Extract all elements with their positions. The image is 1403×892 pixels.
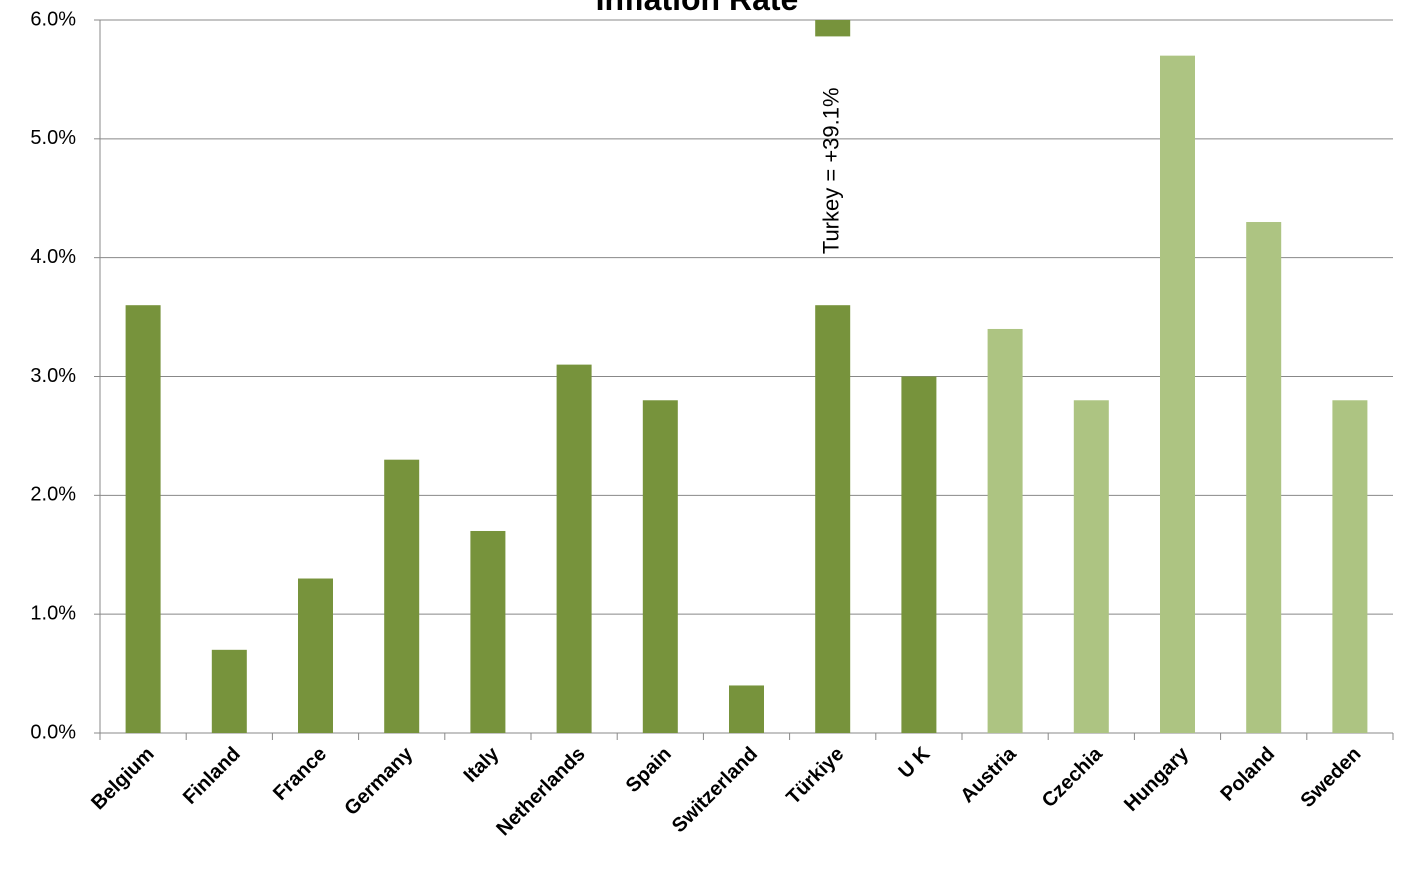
bar <box>1332 400 1368 733</box>
bar <box>384 459 420 733</box>
bar <box>901 376 937 733</box>
y-tick-label: 6.0% <box>30 8 76 30</box>
x-tick-label: France <box>269 743 331 805</box>
y-tick-label: 3.0% <box>30 365 76 387</box>
x-tick-label: Belgium <box>87 743 158 814</box>
x-tick-label: Germany <box>340 742 417 819</box>
x-tick-label: Czechia <box>1038 742 1108 812</box>
y-tick-label: 4.0% <box>30 246 76 268</box>
bar <box>987 328 1023 733</box>
bar <box>125 305 161 733</box>
x-tick-label: Poland <box>1217 743 1280 806</box>
y-tick-label: 0.0% <box>30 721 76 743</box>
bar <box>1160 55 1195 733</box>
bar <box>815 305 851 733</box>
bar <box>642 400 678 733</box>
x-tick-label: Netherlands <box>492 743 589 840</box>
x-tick-label: Spain <box>622 743 676 797</box>
x-tick-label: Switzerland <box>668 743 762 837</box>
x-tick-label: Italy <box>460 742 504 786</box>
y-tick-label: 1.0% <box>30 602 76 624</box>
bar <box>729 685 764 733</box>
bar <box>470 530 506 733</box>
bar <box>1246 222 1282 733</box>
bar <box>211 649 247 733</box>
bar <box>298 578 333 733</box>
bar <box>556 364 592 733</box>
y-tick-label: 5.0% <box>30 127 76 149</box>
bar-top <box>815 20 851 37</box>
bar <box>1073 400 1109 733</box>
x-tick-label: Hungary <box>1120 742 1194 816</box>
y-tick-label: 2.0% <box>30 484 76 506</box>
x-tick-label: Austria <box>956 742 1021 807</box>
chart-title: Inflation Rate <box>596 0 799 17</box>
annotation: Turkey = +39.1% <box>819 87 844 254</box>
x-tick-label: Finland <box>179 743 245 809</box>
x-tick-label: U K <box>895 743 935 783</box>
x-tick-label: Türkiye <box>782 743 848 809</box>
x-tick-label: Sweden <box>1296 743 1365 812</box>
